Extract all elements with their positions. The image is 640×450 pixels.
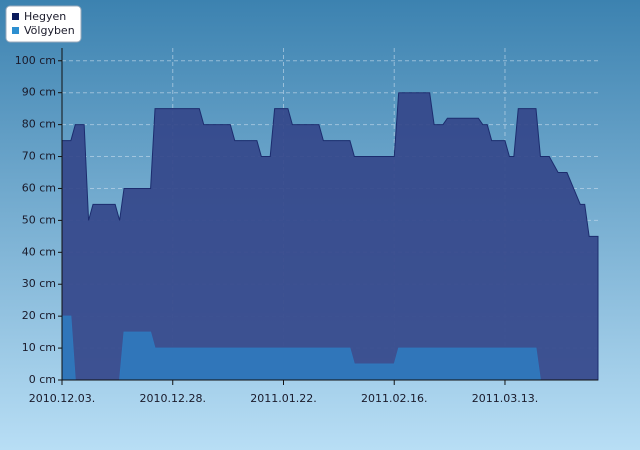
legend-swatch xyxy=(12,27,19,34)
x-tick-label: 2010.12.28. xyxy=(140,392,206,405)
legend-label: Hegyen xyxy=(24,10,66,23)
legend-swatch xyxy=(12,13,19,20)
y-tick-label: 60 cm xyxy=(22,181,56,194)
x-tick-label: 2011.02.16. xyxy=(361,392,427,405)
y-tick-label: 90 cm xyxy=(22,86,56,99)
y-tick-label: 80 cm xyxy=(22,118,56,131)
y-tick-label: 50 cm xyxy=(22,213,56,226)
legend-label: Völgyben xyxy=(24,24,75,37)
y-tick-label: 10 cm xyxy=(22,341,56,354)
area xyxy=(61,315,598,381)
y-tick-label: 40 cm xyxy=(22,245,56,258)
y-tick-label: 30 cm xyxy=(22,277,56,290)
y-tick-label: 20 cm xyxy=(22,309,56,322)
x-tick-label: 2011.01.22. xyxy=(250,392,316,405)
y-tick-label: 100 cm xyxy=(15,54,56,67)
x-tick-label: 2010.12.03. xyxy=(29,392,95,405)
y-tick-label: 70 cm xyxy=(22,150,56,163)
area xyxy=(61,92,599,381)
x-tick-label: 2011.03.13. xyxy=(472,392,538,405)
legend-box xyxy=(5,5,82,43)
y-tick-label: 0 cm xyxy=(29,373,56,386)
